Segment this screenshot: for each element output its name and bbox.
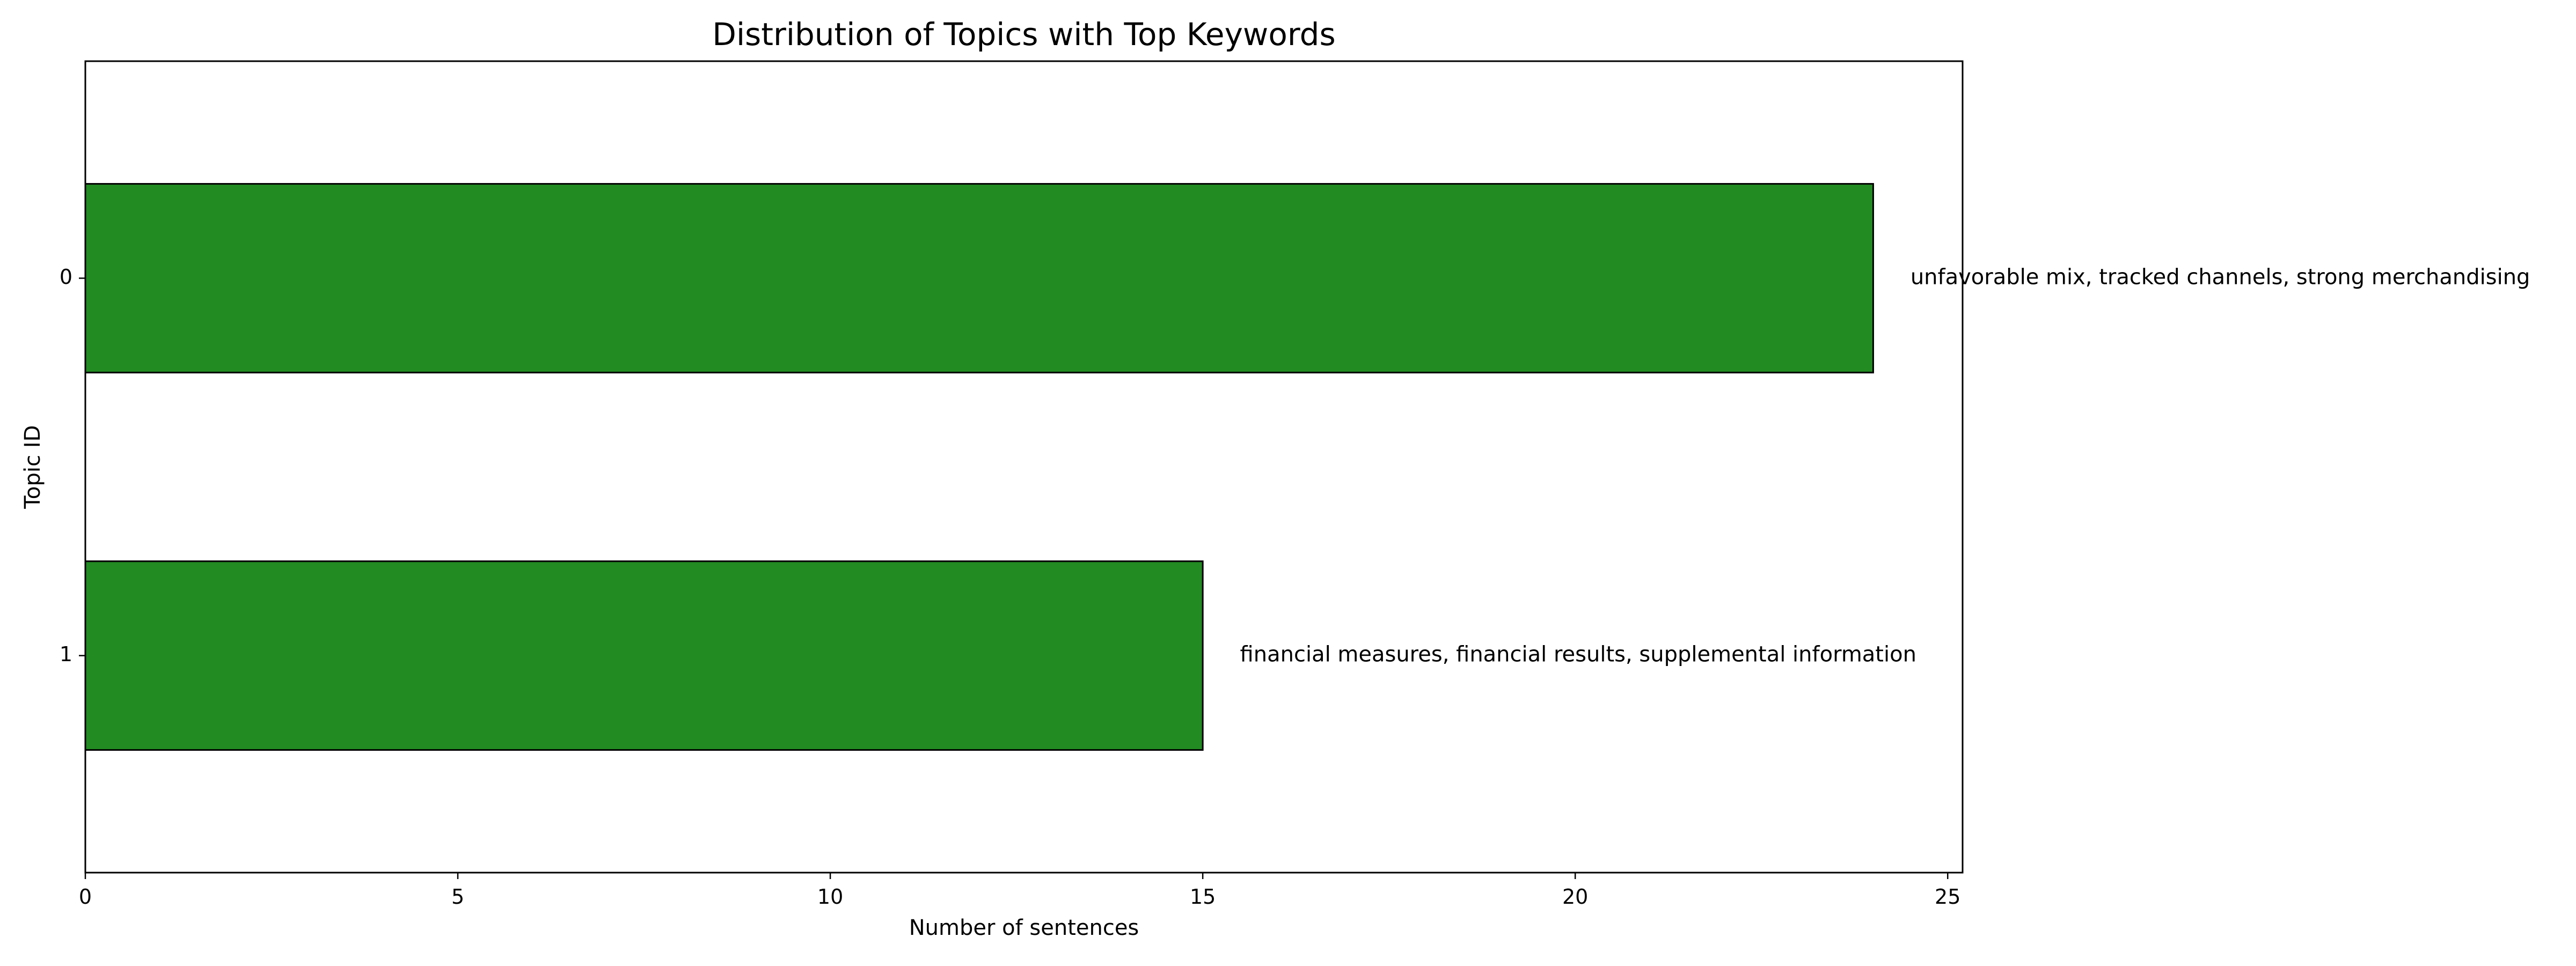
x-tick-label: 25 bbox=[1935, 885, 1960, 909]
x-tick-label: 10 bbox=[817, 885, 843, 909]
x-ticks-layer: 0 5 10 15 20 25 bbox=[79, 873, 1960, 909]
bar-topic-0 bbox=[84, 183, 1874, 374]
annotations-layer: unfavorable mix, tracked channels, stron… bbox=[1240, 265, 2530, 667]
bar-annotation-topic-1: financial measures, financial results, s… bbox=[1240, 642, 1916, 667]
x-tick-label: 5 bbox=[451, 885, 464, 909]
y-ticks-layer: 01 bbox=[60, 265, 85, 666]
plot-frame bbox=[84, 60, 1964, 874]
x-axis-label: Number of sentences bbox=[909, 916, 1139, 940]
chart-title: Distribution of Topics with Top Keywords bbox=[712, 16, 1335, 53]
y-axis-label: Topic ID bbox=[20, 425, 45, 509]
y-tick-label: 0 bbox=[60, 265, 72, 289]
bars-layer bbox=[84, 183, 1874, 751]
bar-annotation-topic-0: unfavorable mix, tracked channels, stron… bbox=[1911, 265, 2530, 289]
bar-topic-1 bbox=[84, 560, 1204, 751]
x-tick-label: 15 bbox=[1190, 885, 1216, 909]
x-tick-label: 0 bbox=[79, 885, 92, 909]
x-tick-label: 20 bbox=[1562, 885, 1588, 909]
y-tick-label: 1 bbox=[60, 642, 72, 666]
